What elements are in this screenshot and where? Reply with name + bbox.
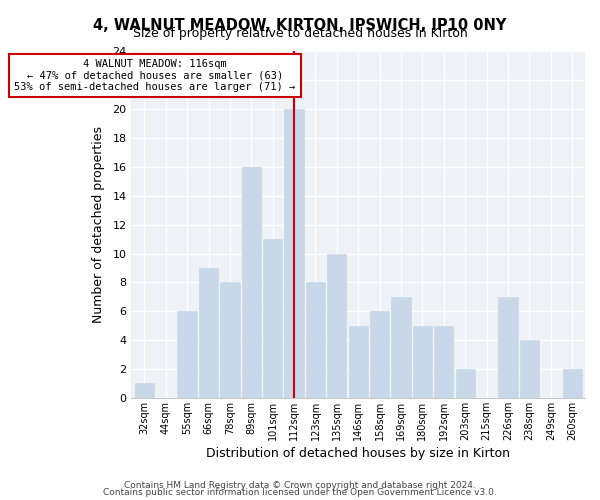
Bar	[135, 384, 154, 398]
Bar	[413, 326, 432, 398]
Bar	[327, 254, 346, 398]
Bar	[499, 297, 518, 398]
Bar	[306, 282, 325, 398]
Bar	[370, 312, 389, 398]
Bar	[349, 326, 368, 398]
Text: 4 WALNUT MEADOW: 116sqm
← 47% of detached houses are smaller (63)
53% of semi-de: 4 WALNUT MEADOW: 116sqm ← 47% of detache…	[14, 58, 296, 92]
Bar	[434, 326, 454, 398]
Text: 4, WALNUT MEADOW, KIRTON, IPSWICH, IP10 0NY: 4, WALNUT MEADOW, KIRTON, IPSWICH, IP10 …	[94, 18, 506, 32]
Bar	[284, 109, 304, 398]
Text: Contains HM Land Registry data © Crown copyright and database right 2024.: Contains HM Land Registry data © Crown c…	[124, 480, 476, 490]
Text: Contains public sector information licensed under the Open Government Licence v3: Contains public sector information licen…	[103, 488, 497, 497]
Bar	[199, 268, 218, 398]
Bar	[391, 297, 410, 398]
Y-axis label: Number of detached properties: Number of detached properties	[92, 126, 106, 323]
Bar	[178, 312, 197, 398]
Text: Size of property relative to detached houses in Kirton: Size of property relative to detached ho…	[133, 28, 467, 40]
Bar	[455, 369, 475, 398]
Bar	[263, 239, 283, 398]
Bar	[242, 167, 261, 398]
Bar	[563, 369, 582, 398]
Bar	[220, 282, 239, 398]
Bar	[520, 340, 539, 398]
X-axis label: Distribution of detached houses by size in Kirton: Distribution of detached houses by size …	[206, 447, 510, 460]
